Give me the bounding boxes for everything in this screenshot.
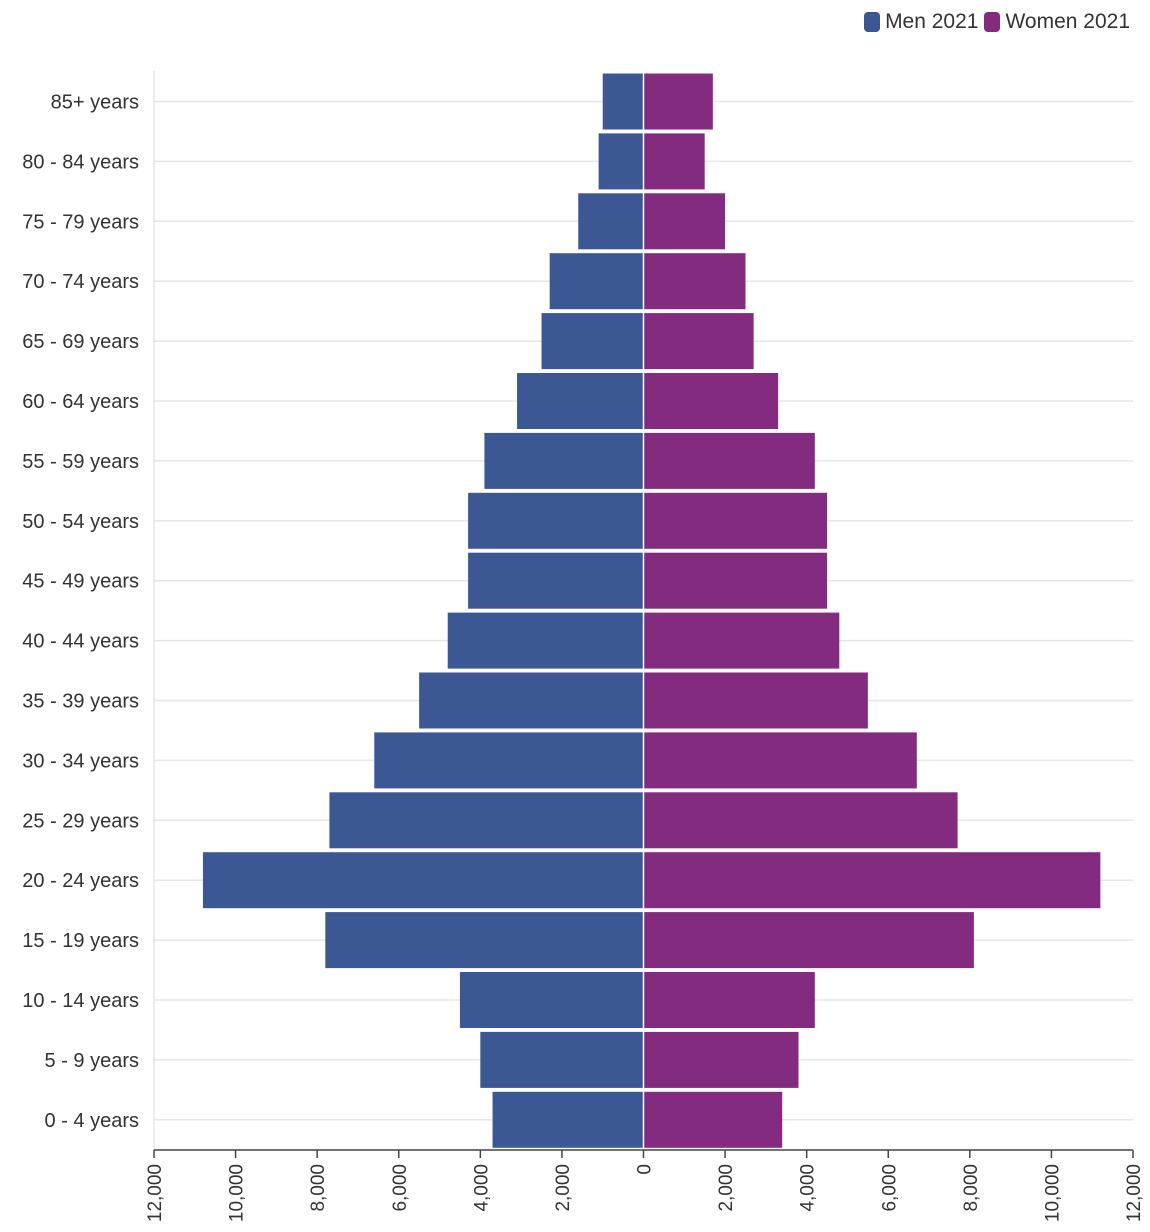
x-tick-label: 4,000 (798, 1164, 819, 1212)
bar-men[interactable] (447, 612, 644, 669)
bar-men[interactable] (468, 492, 644, 549)
bar-women[interactable] (643, 1091, 783, 1148)
bar-men[interactable] (517, 373, 644, 429)
bar-men[interactable] (598, 133, 644, 190)
y-tick-label: 10 - 14 years (22, 990, 139, 1012)
y-tick-label: 5 - 9 years (45, 1050, 139, 1072)
legend-label-women: Women 2021 (1005, 10, 1130, 33)
y-tick-label: 15 - 19 years (22, 930, 139, 952)
x-tick-label: 6,000 (879, 1164, 900, 1212)
bar-women[interactable] (643, 1031, 799, 1088)
bar-men[interactable] (459, 972, 644, 1028)
y-tick-label: 65 - 69 years (22, 331, 139, 353)
y-tick-label: 35 - 39 years (22, 691, 139, 713)
bar-women[interactable] (643, 792, 958, 849)
y-tick-label: 25 - 29 years (22, 810, 139, 832)
bar-women[interactable] (643, 732, 917, 789)
bar-women[interactable] (643, 133, 705, 190)
legend: Men 2021 Women 2021 (858, 10, 1130, 34)
bar-women[interactable] (643, 432, 815, 489)
bar-women[interactable] (643, 313, 754, 370)
x-tick-label: 0 (635, 1164, 656, 1175)
y-tick-label: 30 - 34 years (22, 750, 139, 772)
bar-men[interactable] (602, 73, 644, 130)
x-tick-label: 2,000 (716, 1164, 737, 1212)
bar-men[interactable] (541, 313, 644, 370)
x-tick-label: 12,000 (145, 1164, 166, 1222)
bar-men[interactable] (202, 852, 644, 909)
y-tick-label: 70 - 74 years (22, 271, 139, 293)
x-axis: 12,000 10,000 8,000 6,000 4,000 2,000 0 2,000 4,… (145, 1149, 1145, 1222)
x-tick-label: 6,000 (390, 1164, 411, 1212)
x-tick-label: 2,000 (553, 1164, 574, 1212)
x-tick-label: 4,000 (471, 1164, 492, 1212)
bar-women[interactable] (643, 193, 726, 250)
bar-men[interactable] (549, 253, 644, 310)
bar-women[interactable] (643, 253, 746, 310)
bar-women[interactable] (643, 972, 815, 1028)
legend-item-men[interactable]: Men 2021 (864, 10, 978, 34)
bars (202, 71, 1101, 1150)
legend-label-men: Men 2021 (885, 10, 979, 33)
bar-women[interactable] (643, 912, 974, 969)
x-tick-label: 12,000 (1124, 1164, 1145, 1222)
x-tick-label: 8,000 (308, 1164, 329, 1212)
bar-women[interactable] (643, 612, 840, 669)
bar-men[interactable] (492, 1091, 644, 1148)
y-tick-label: 55 - 59 years (22, 451, 139, 473)
y-tick-label: 60 - 64 years (22, 391, 139, 413)
y-tick-label: 40 - 44 years (22, 631, 139, 653)
y-tick-label: 50 - 54 years (22, 511, 139, 533)
y-tick-label: 85+ years (51, 92, 139, 114)
y-tick-label: 75 - 79 years (22, 211, 139, 233)
y-tick-label: 20 - 24 years (22, 870, 139, 892)
bar-men[interactable] (468, 552, 644, 609)
bar-women[interactable] (643, 672, 868, 729)
y-tick-label: 0 - 4 years (45, 1110, 139, 1132)
legend-swatch-men (864, 12, 881, 32)
bar-women[interactable] (643, 852, 1101, 909)
bar-men[interactable] (480, 1031, 644, 1088)
y-axis-labels: 85+ years 80 - 84 years 75 - 79 years 70 - … (22, 92, 139, 1132)
bar-men[interactable] (578, 193, 644, 250)
bar-men[interactable] (329, 792, 644, 849)
bar-men[interactable] (484, 432, 644, 489)
x-tick-label: 10,000 (227, 1164, 248, 1222)
x-tick-label: 10,000 (1042, 1164, 1063, 1222)
bar-women[interactable] (643, 73, 713, 130)
bar-women[interactable] (643, 552, 828, 609)
y-tick-label: 45 - 49 years (22, 571, 139, 593)
bar-men[interactable] (419, 672, 644, 729)
bar-women[interactable] (643, 492, 828, 549)
bar-men[interactable] (374, 732, 644, 789)
x-tick-label: 8,000 (961, 1164, 982, 1212)
bar-men[interactable] (325, 912, 644, 969)
bar-women[interactable] (643, 373, 779, 429)
legend-swatch-women (984, 12, 1001, 32)
legend-item-women[interactable]: Women 2021 (984, 10, 1130, 34)
y-tick-label: 80 - 84 years (22, 151, 139, 173)
